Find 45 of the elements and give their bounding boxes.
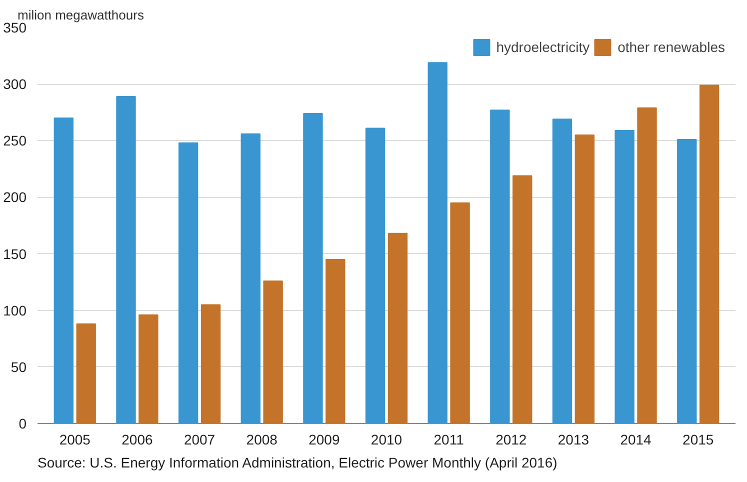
x-tick-label: 2014 bbox=[620, 432, 652, 448]
bar bbox=[303, 112, 323, 424]
bar bbox=[699, 84, 720, 424]
bar bbox=[54, 118, 74, 424]
legend-label: hydroelectricity bbox=[496, 39, 590, 55]
bar bbox=[490, 110, 510, 424]
bar bbox=[614, 130, 634, 424]
y-tick-label: 50 bbox=[10, 358, 27, 375]
bar bbox=[240, 133, 260, 424]
y-tick-label: 250 bbox=[3, 132, 27, 149]
bar bbox=[365, 128, 386, 424]
y-tick-label: 350 bbox=[3, 20, 27, 36]
bar bbox=[677, 139, 697, 424]
x-tick-label: 2011 bbox=[434, 432, 464, 448]
x-tick-label: 2015 bbox=[682, 432, 714, 448]
y-tick-label: 100 bbox=[3, 302, 27, 318]
bar bbox=[637, 107, 657, 424]
bar bbox=[200, 304, 221, 424]
source-note: Source: U.S. Energy Information Administration, Electric Power Monthly (April 2016) bbox=[38, 454, 558, 470]
bar bbox=[76, 323, 96, 424]
x-tick-label: 2005 bbox=[59, 432, 91, 448]
bar bbox=[116, 96, 136, 424]
bar bbox=[552, 118, 572, 424]
y-tick-label: 200 bbox=[3, 189, 27, 206]
x-tick-label: 2013 bbox=[558, 432, 590, 448]
x-tick-label: 2012 bbox=[496, 432, 527, 448]
bar bbox=[263, 280, 283, 424]
bar bbox=[428, 62, 448, 424]
bar bbox=[388, 232, 408, 424]
bar bbox=[138, 314, 158, 424]
bar bbox=[574, 134, 595, 424]
x-tick-label: 2008 bbox=[246, 432, 278, 448]
bar bbox=[326, 258, 346, 424]
bar bbox=[512, 175, 532, 424]
bar bbox=[450, 202, 470, 424]
bar bbox=[178, 142, 198, 424]
y-tick-label: 0 bbox=[18, 416, 27, 432]
y-axis-title: milion megawatthours bbox=[18, 8, 144, 22]
x-tick-label: 2006 bbox=[122, 432, 153, 448]
x-tick-label: 2007 bbox=[184, 432, 216, 448]
y-tick-label: 150 bbox=[3, 246, 27, 262]
x-tick-label: 2009 bbox=[308, 432, 340, 448]
y-tick-label: 300 bbox=[3, 76, 27, 92]
x-tick-label: 2010 bbox=[370, 432, 402, 448]
legend-label: other renewables bbox=[618, 39, 725, 55]
